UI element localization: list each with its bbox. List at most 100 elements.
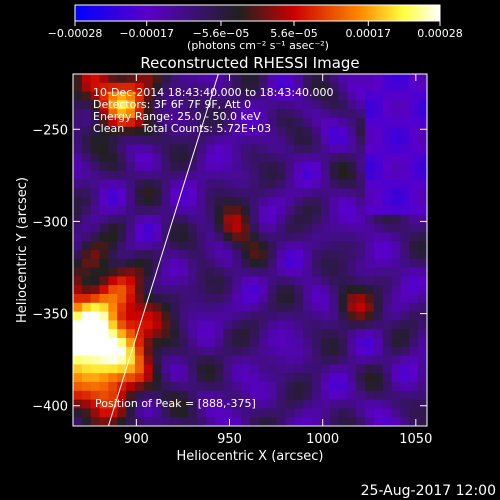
- heatmap-cell: [338, 311, 348, 321]
- heatmap-cell: [126, 417, 136, 426]
- heatmap-cell: [276, 197, 286, 207]
- heatmap-cell: [276, 118, 286, 128]
- heatmap-cell: [108, 197, 118, 207]
- heatmap-cell: [338, 250, 348, 260]
- heatmap-cell: [196, 241, 207, 251]
- heatmap-cell: [311, 346, 322, 357]
- heatmap-cell: [241, 373, 251, 383]
- heatmap-cell: [311, 267, 322, 277]
- heatmap-cell: [81, 100, 92, 110]
- heatmap-cell: [99, 135, 109, 145]
- heatmap-cell: [179, 390, 189, 401]
- heatmap-cell: [126, 285, 136, 295]
- heatmap-cell: [258, 399, 269, 409]
- heatmap-cell: [382, 153, 393, 163]
- heatmap-cell: [294, 82, 304, 93]
- heatmap-cell: [117, 267, 127, 277]
- heatmap-cell: [320, 311, 331, 321]
- heatmap-cell: [196, 338, 207, 348]
- heatmap-cell: [223, 390, 233, 401]
- heatmap-cell: [303, 188, 313, 198]
- heatmap-cell: [152, 232, 162, 242]
- heatmap-cell: [188, 338, 198, 348]
- heatmap-cell: [294, 126, 304, 137]
- heatmap-cell: [285, 179, 295, 189]
- heatmap-cell: [347, 329, 357, 339]
- heatmap-cell: [126, 373, 136, 383]
- heatmap-cell: [329, 311, 339, 321]
- heatmap-cell: [391, 153, 401, 163]
- heatmap-cell: [108, 302, 118, 313]
- heatmap-cell: [409, 267, 419, 277]
- heatmap-cell: [188, 135, 198, 145]
- heatmap-cell: [232, 408, 242, 418]
- heatmap-cell: [126, 258, 136, 269]
- heatmap-cell: [214, 258, 224, 269]
- heatmap-cell: [205, 320, 216, 330]
- heatmap-cell: [117, 197, 127, 207]
- heatmap-cell: [329, 126, 339, 137]
- heatmap-cell: [81, 74, 92, 84]
- heatmap-cell: [294, 109, 304, 119]
- heatmap-cell: [400, 311, 410, 321]
- heatmap-cell: [356, 399, 366, 409]
- heatmap-cell: [409, 126, 419, 137]
- heatmap-cell: [347, 399, 357, 409]
- heatmap-cell: [81, 223, 92, 233]
- heatmap-cell: [170, 285, 180, 295]
- heatmap-cell: [311, 382, 322, 392]
- heatmap-cell: [99, 91, 109, 101]
- heatmap-cell: [373, 118, 384, 128]
- heatmap-cell: [241, 162, 251, 172]
- heatmap-cell: [241, 355, 251, 365]
- heatmap-cell: [179, 311, 189, 321]
- heatmap-cell: [418, 153, 427, 163]
- heatmap-cell: [338, 197, 348, 207]
- heatmap-cell: [134, 338, 145, 348]
- heatmap-cell: [232, 109, 242, 119]
- heatmap-cell: [347, 373, 357, 383]
- heatmap-cell: [223, 258, 233, 269]
- heatmap-cell: [90, 267, 101, 277]
- heatmap-cell: [347, 408, 357, 418]
- heatmap-cell: [143, 417, 154, 426]
- heatmap-cell: [152, 382, 162, 392]
- heatmap-cell: [232, 373, 242, 383]
- heatmap-cell: [267, 329, 278, 339]
- heatmap-cell: [338, 241, 348, 251]
- heatmap-cell: [329, 276, 339, 286]
- heatmap-cell: [152, 311, 162, 321]
- heatmap-cell: [126, 320, 136, 330]
- heatmap-cell: [170, 188, 180, 198]
- heatmap-cell: [205, 118, 216, 128]
- heatmap-cell: [134, 197, 145, 207]
- heatmap-cell: [81, 399, 92, 409]
- heatmap-cell: [73, 188, 83, 198]
- heatmap-cell: [241, 241, 251, 251]
- heatmap-cell: [276, 382, 286, 392]
- heatmap-cell: [365, 197, 375, 207]
- heatmap-cell: [117, 241, 127, 251]
- heatmap-cell: [214, 311, 224, 321]
- heatmap-cell: [285, 390, 295, 401]
- heatmap-cell: [143, 408, 154, 418]
- heatmap-cell: [267, 399, 278, 409]
- heatmap-cell: [294, 153, 304, 163]
- heatmap-cell: [99, 276, 109, 286]
- heatmap-cell: [196, 206, 207, 216]
- heatmap-cell: [400, 153, 410, 163]
- heatmap-cell: [161, 250, 171, 260]
- heatmap-cell: [214, 338, 224, 348]
- heatmap-cell: [73, 382, 83, 392]
- heatmap-cell: [409, 346, 419, 357]
- info-line: Detectors: 3F 6F 7F 9F, Att 0: [93, 98, 251, 111]
- heatmap-cell: [179, 346, 189, 357]
- heatmap-cell: [320, 179, 331, 189]
- heatmap-cell: [285, 346, 295, 357]
- heatmap-cell: [365, 285, 375, 295]
- heatmap-cell: [373, 126, 384, 137]
- heatmap-cell: [356, 91, 366, 101]
- heatmap-cell: [143, 153, 154, 163]
- heatmap-cell: [373, 206, 384, 216]
- heatmap-cell: [373, 267, 384, 277]
